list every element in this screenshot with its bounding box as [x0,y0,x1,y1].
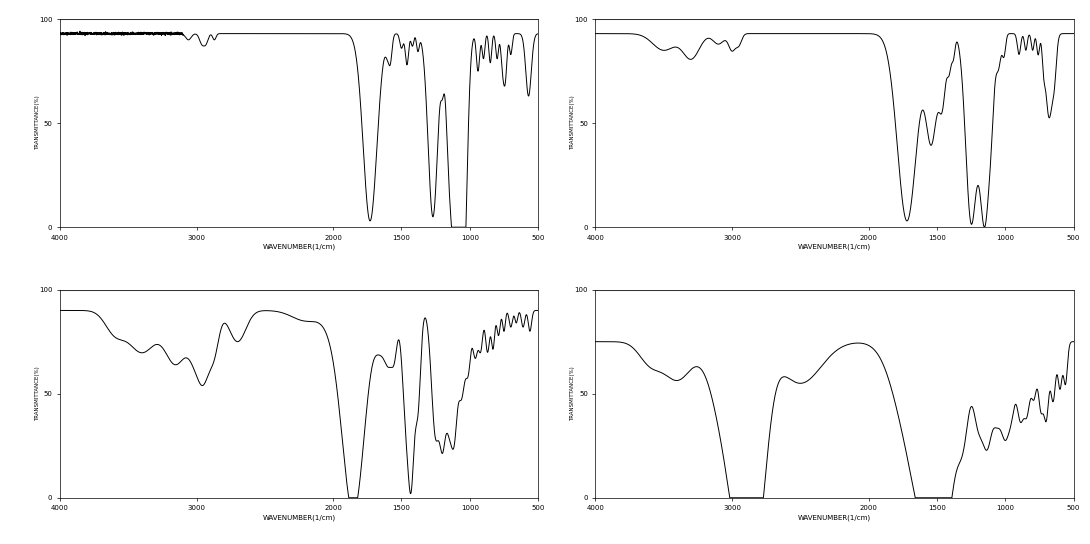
X-axis label: WAVENUMBER(1/cm): WAVENUMBER(1/cm) [263,244,336,250]
Y-axis label: TRANSMITTANCE(%): TRANSMITTANCE(%) [570,96,576,151]
Y-axis label: TRANSMITTANCE(%): TRANSMITTANCE(%) [570,366,576,421]
X-axis label: WAVENUMBER(1/cm): WAVENUMBER(1/cm) [798,514,871,521]
X-axis label: WAVENUMBER(1/cm): WAVENUMBER(1/cm) [263,514,336,521]
X-axis label: WAVENUMBER(1/cm): WAVENUMBER(1/cm) [798,244,871,250]
Y-axis label: TRANSMITTANCE(%): TRANSMITTANCE(%) [35,366,40,421]
Y-axis label: TRANSMITTANCE(%): TRANSMITTANCE(%) [35,96,40,151]
